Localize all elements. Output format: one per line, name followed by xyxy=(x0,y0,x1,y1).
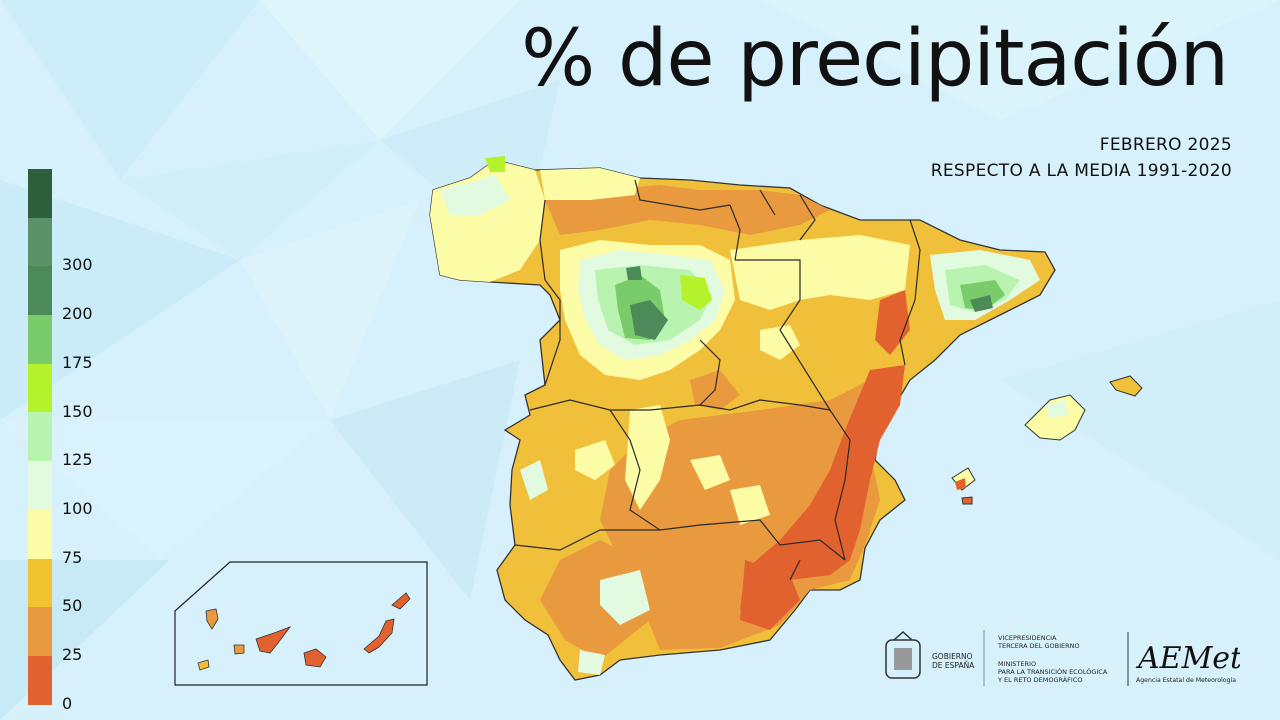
min-line3: Y EL RETO DEMOGRÁFICO xyxy=(997,675,1083,684)
legend-swatch xyxy=(28,558,52,608)
color-legend xyxy=(28,169,52,705)
la-gomera xyxy=(233,644,245,655)
map-title: % de precipitación xyxy=(521,14,1229,104)
lanzarote xyxy=(391,592,411,610)
legend-swatch xyxy=(28,461,52,510)
map-subtitle-period: FEBRERO 2025 xyxy=(1099,135,1232,155)
legend-label: 150 xyxy=(62,401,93,421)
map-subtitle-reference: RESPECTO A LA MEDIA 1991-2020 xyxy=(930,161,1232,181)
menorca xyxy=(1109,375,1143,397)
legend-label: 300 xyxy=(62,255,93,275)
legend-swatch xyxy=(28,169,52,218)
legend-swatch xyxy=(28,217,52,267)
legend-swatch xyxy=(28,315,52,364)
gov-line1: GOBIERNO xyxy=(932,652,973,661)
legend-swatch xyxy=(28,363,52,413)
min-line1: MINISTERIO xyxy=(998,660,1036,668)
legend-label: 125 xyxy=(62,450,93,470)
institutional-logos: GOBIERNO DE ESPAÑA VICEPRESIDENCIA TERCE… xyxy=(885,630,1240,686)
legend-label: 75 xyxy=(62,547,83,567)
legend-swatch xyxy=(28,509,52,559)
mallorca xyxy=(1024,394,1086,441)
coat-of-arms-icon xyxy=(885,630,921,679)
legend-label: 100 xyxy=(62,498,93,518)
gov-line2: DE ESPAÑA xyxy=(932,661,975,670)
vp-line1: VICEPRESIDENCIA xyxy=(998,634,1057,642)
formentera xyxy=(961,496,973,505)
legend-label: 25 xyxy=(62,645,83,664)
el-hierro xyxy=(197,659,210,671)
legend-swatch xyxy=(28,412,52,462)
legend-swatch xyxy=(28,655,52,705)
fuerteventura xyxy=(363,618,395,654)
legend-swatch xyxy=(28,266,52,316)
tenerife xyxy=(255,626,292,654)
aemet-logo: AEMet xyxy=(1135,641,1240,676)
canary-islands-inset xyxy=(174,561,428,686)
legend-label: 50 xyxy=(62,596,83,616)
legend-swatch xyxy=(28,607,52,656)
legend-label: 175 xyxy=(62,352,93,372)
legend-label: 200 xyxy=(62,304,93,324)
gran-canaria xyxy=(303,648,327,668)
min-line2: PARA LA TRANSICIÓN ECOLÓGICA xyxy=(998,667,1108,676)
la-palma xyxy=(205,608,219,630)
legend-label: 0 xyxy=(62,693,73,713)
aemet-name: Agencia Estatal de Meteorología xyxy=(1136,676,1236,684)
vp-line2: TERCERA DEL GOBIERNO xyxy=(997,642,1080,650)
